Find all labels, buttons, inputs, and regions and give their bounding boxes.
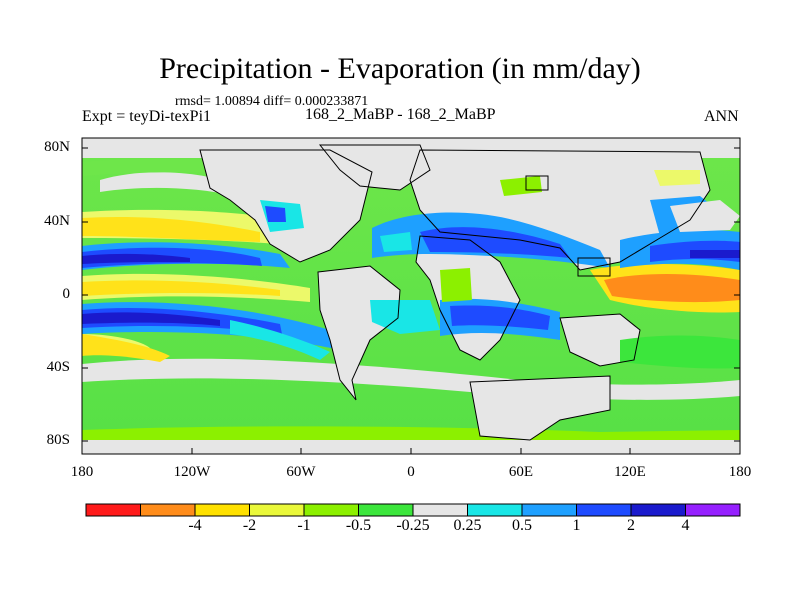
colorbar-swatch bbox=[194, 503, 250, 517]
season-label: ANN bbox=[704, 108, 739, 125]
ne-pacific-yellow bbox=[654, 170, 700, 186]
npac-white bbox=[100, 172, 240, 196]
chart-title: Precipitation - Evaporation (in mm/day) bbox=[159, 52, 641, 85]
lat-label-40s: 40S bbox=[46, 359, 70, 375]
africa-green-patch bbox=[440, 268, 472, 302]
greenland-land bbox=[320, 145, 430, 190]
colorbar-label: -4 bbox=[188, 517, 202, 534]
lon-label-120e: 120E bbox=[614, 464, 646, 480]
tethys-moist-edge bbox=[380, 232, 412, 252]
subtitle: 168_2_MaBP - 168_2_MaBP bbox=[305, 106, 496, 123]
nw-pacific-white bbox=[670, 200, 740, 232]
colorbar-swatch bbox=[140, 503, 196, 517]
colorbar-label: 1 bbox=[572, 517, 581, 534]
spcz-tail bbox=[230, 320, 330, 360]
colorbar-label: -1 bbox=[297, 517, 311, 534]
colorbar-label: 0.25 bbox=[453, 517, 482, 534]
colorbar-swatch bbox=[521, 503, 577, 517]
southern-land bbox=[470, 376, 610, 440]
eurasia-green-patch bbox=[500, 176, 542, 196]
lon-label-180w: 180 bbox=[70, 464, 94, 480]
tethys-moist-core bbox=[420, 227, 570, 258]
w-pacific-dry-core bbox=[604, 274, 740, 303]
lon-label-0: 0 bbox=[407, 464, 415, 480]
colorbar-label: -0.5 bbox=[345, 517, 372, 534]
s-pacific-green bbox=[620, 335, 740, 369]
lon-label-60w: 60W bbox=[286, 464, 316, 480]
itcz-north-deep bbox=[82, 253, 190, 264]
equator-dry-core bbox=[82, 280, 280, 296]
map-field bbox=[82, 138, 740, 454]
colorbar-swatch bbox=[249, 503, 305, 517]
colorbar-swatch bbox=[576, 503, 632, 517]
colorbar-label: -2 bbox=[242, 517, 257, 534]
lat-label-0: 0 bbox=[62, 286, 71, 302]
antarctic-edge bbox=[82, 426, 740, 440]
colorbar-swatch bbox=[467, 503, 523, 517]
lat-label-80n: 80N bbox=[44, 139, 70, 155]
antarctic-region bbox=[82, 440, 740, 454]
indian-ocean-moist-core bbox=[450, 305, 550, 330]
colorbar-swatch bbox=[85, 503, 141, 517]
lon-label-120w: 120W bbox=[173, 464, 211, 480]
s-pacific-yellow bbox=[82, 334, 170, 362]
colorbar-label: -0.25 bbox=[396, 517, 430, 534]
w-pacific-moist-deep bbox=[690, 250, 740, 258]
subtropic-core-north bbox=[82, 216, 260, 242]
colorbar-swatch bbox=[303, 503, 359, 517]
lon-label-180e: 180 bbox=[728, 464, 752, 480]
colorbar-swatch bbox=[630, 503, 686, 517]
lat-label-40n: 40N bbox=[44, 213, 70, 229]
colorbar-label: 2 bbox=[627, 517, 635, 534]
lon-label-60e: 60E bbox=[508, 464, 534, 480]
experiment-label: Expt = teyDi-texPi1 bbox=[82, 108, 212, 125]
na-blue bbox=[265, 206, 286, 222]
atlantic-cyan bbox=[370, 300, 440, 334]
colorbar-swatch bbox=[685, 503, 741, 517]
colorbar-label: 0.5 bbox=[512, 517, 532, 534]
lat-label-80s: 80S bbox=[46, 432, 70, 448]
coastlines bbox=[199, 144, 711, 441]
colorbar-swatch bbox=[358, 503, 414, 517]
colorbar bbox=[85, 503, 741, 517]
colorbar-swatch bbox=[412, 503, 468, 517]
south-america-land bbox=[318, 266, 400, 400]
axis-ticks bbox=[81, 147, 741, 454]
rmsd-stats: rmsd= 1.00894 diff= 0.000233871 bbox=[175, 94, 369, 109]
spcz-deep bbox=[82, 312, 220, 326]
colorbar-label: 4 bbox=[681, 517, 690, 534]
